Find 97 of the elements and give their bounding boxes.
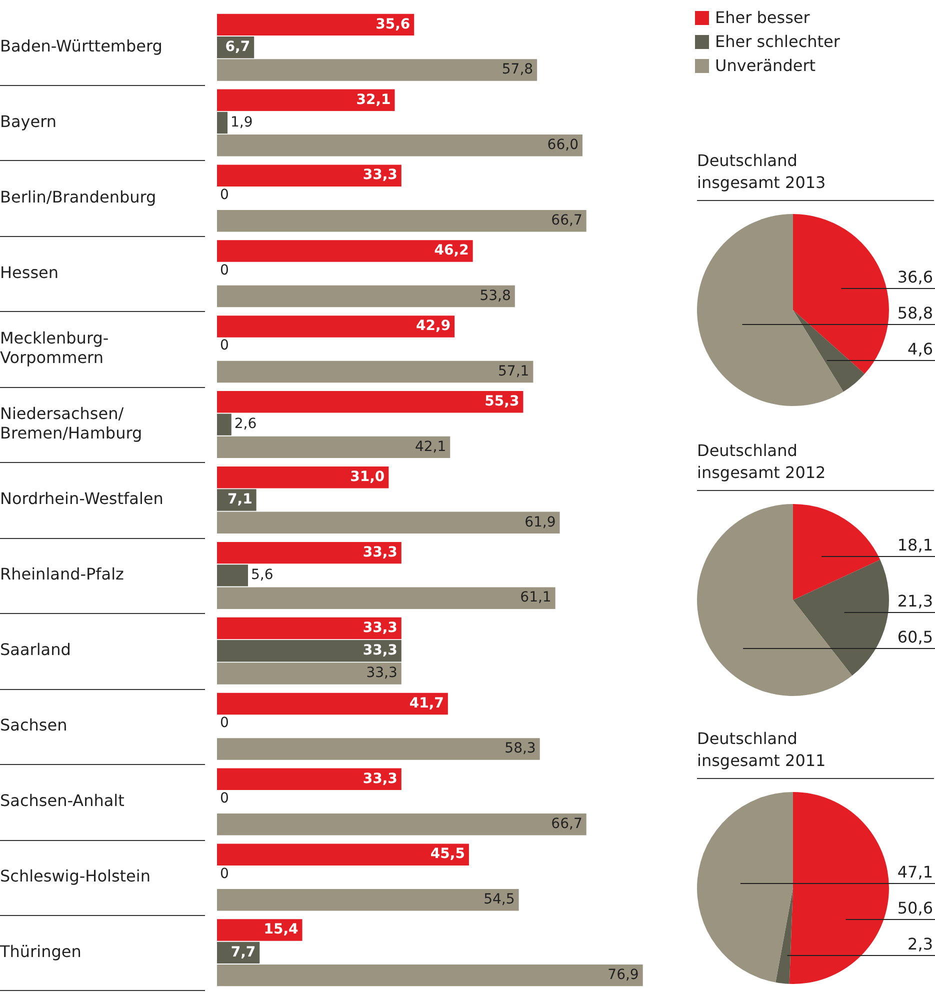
data-label: 5,6: [251, 567, 274, 584]
bar: [217, 316, 455, 338]
data-label: 53,8: [480, 288, 511, 304]
bar: [217, 391, 524, 413]
bar: [217, 587, 556, 609]
bar: [217, 662, 402, 684]
bar: [217, 564, 248, 586]
legend-label: Unverändert: [715, 55, 816, 77]
bar: [217, 512, 560, 534]
data-label: 0: [220, 186, 229, 203]
data-label: 42,9: [416, 318, 451, 334]
bar: [217, 164, 402, 186]
y-tick-label: Hessen: [0, 262, 59, 282]
data-label: 33,3: [362, 642, 398, 659]
y-tick-label: Thüringen: [0, 942, 82, 961]
bar: [217, 466, 389, 488]
data-label: 1,9: [230, 114, 253, 130]
data-label: 33,3: [366, 665, 398, 682]
y-tick-label: Sachsen: [0, 715, 68, 734]
data-label: 2,6: [234, 416, 257, 432]
data-label: 66,7: [551, 212, 582, 228]
data-label: 50,6: [897, 898, 933, 918]
bar: [217, 768, 402, 790]
data-label: 58,3: [504, 740, 536, 757]
bar: [217, 964, 643, 986]
y-tick-label: Niedersachsen/Bremen/Hamburg: [0, 404, 142, 442]
data-label: 6,7: [225, 38, 250, 55]
data-label: 33,3: [362, 544, 398, 560]
data-label: 61,1: [520, 590, 552, 606]
data-label: 58,8: [897, 304, 933, 323]
data-label: 33,3: [362, 167, 398, 184]
bar: [217, 919, 302, 941]
legend-label: Eher schlechter: [715, 31, 840, 53]
data-label: 0: [220, 790, 229, 806]
bar: [217, 844, 469, 866]
bar: [217, 640, 402, 662]
bar: [217, 692, 448, 715]
y-tick-label: Sachsen-Anhalt: [0, 790, 124, 810]
bar: [217, 210, 586, 232]
legend-label: Eher besser: [715, 7, 810, 29]
data-label: 55,3: [484, 394, 520, 410]
data-label: 33,3: [362, 620, 398, 636]
data-label: 0: [220, 262, 229, 278]
data-label: 33,3: [362, 770, 398, 787]
data-label: 7,7: [230, 944, 256, 960]
data-label: 31,0: [350, 469, 385, 486]
chart-title: Deutschland insgesamt 2013: [697, 150, 827, 194]
data-label: 57,8: [502, 62, 534, 78]
data-label: 4,6: [908, 340, 933, 359]
y-tick-label: Berlin/Brandenburg: [0, 187, 156, 206]
data-label: 0: [220, 714, 229, 731]
bar: [217, 360, 534, 383]
data-label: 0: [220, 866, 229, 882]
data-label: 66,7: [551, 816, 582, 832]
data-label: 61,9: [524, 514, 556, 530]
data-label: 41,7: [409, 695, 444, 712]
bar: [217, 59, 538, 81]
bar: [217, 814, 586, 836]
data-label: 36,6: [897, 268, 933, 287]
data-label: 76,9: [608, 966, 639, 983]
y-tick-label: Nordrhein-Westfalen: [0, 489, 164, 508]
bar: [217, 89, 395, 111]
data-label: 47,1: [897, 862, 933, 882]
bar: [217, 285, 515, 308]
data-label: 60,5: [897, 628, 933, 647]
bar: [217, 436, 450, 458]
y-tick-label: Rheinland-Pfalz: [0, 564, 124, 584]
y-tick-label: Mecklenburg-Vorpommern: [0, 328, 109, 367]
bar: [217, 240, 473, 262]
data-label: 57,1: [498, 363, 530, 380]
data-label: 32,1: [356, 92, 391, 108]
data-label: 45,5: [430, 846, 465, 862]
bar: [217, 112, 228, 134]
bar: [217, 14, 414, 36]
y-tick-label: Baden-Württemberg: [0, 36, 162, 56]
y-tick-label: Saarland: [0, 640, 71, 660]
bar: [217, 617, 402, 640]
data-label: 35,6: [376, 16, 410, 32]
data-label: 15,4: [264, 922, 299, 938]
bar: [217, 738, 540, 760]
data-label: 46,2: [434, 242, 469, 259]
bar: [217, 414, 232, 436]
data-label: 18,1: [897, 536, 933, 555]
chart-title: Deutschland insgesamt 2012: [697, 440, 827, 484]
data-label: 7,1: [228, 492, 252, 508]
data-label: 21,3: [897, 592, 933, 611]
bar: [217, 889, 519, 911]
bar: [217, 134, 582, 156]
data-label: 2,3: [908, 934, 933, 954]
data-label: 0: [220, 338, 229, 354]
data-label: 54,5: [484, 892, 515, 908]
y-tick-label: Bayern: [0, 112, 57, 131]
chart-title: Deutschland insgesamt 2011: [697, 728, 827, 772]
bar: [217, 542, 402, 564]
data-label: 42,1: [414, 438, 446, 455]
data-label: 66,0: [547, 137, 578, 154]
y-tick-label: Schleswig-Holstein: [0, 866, 150, 886]
